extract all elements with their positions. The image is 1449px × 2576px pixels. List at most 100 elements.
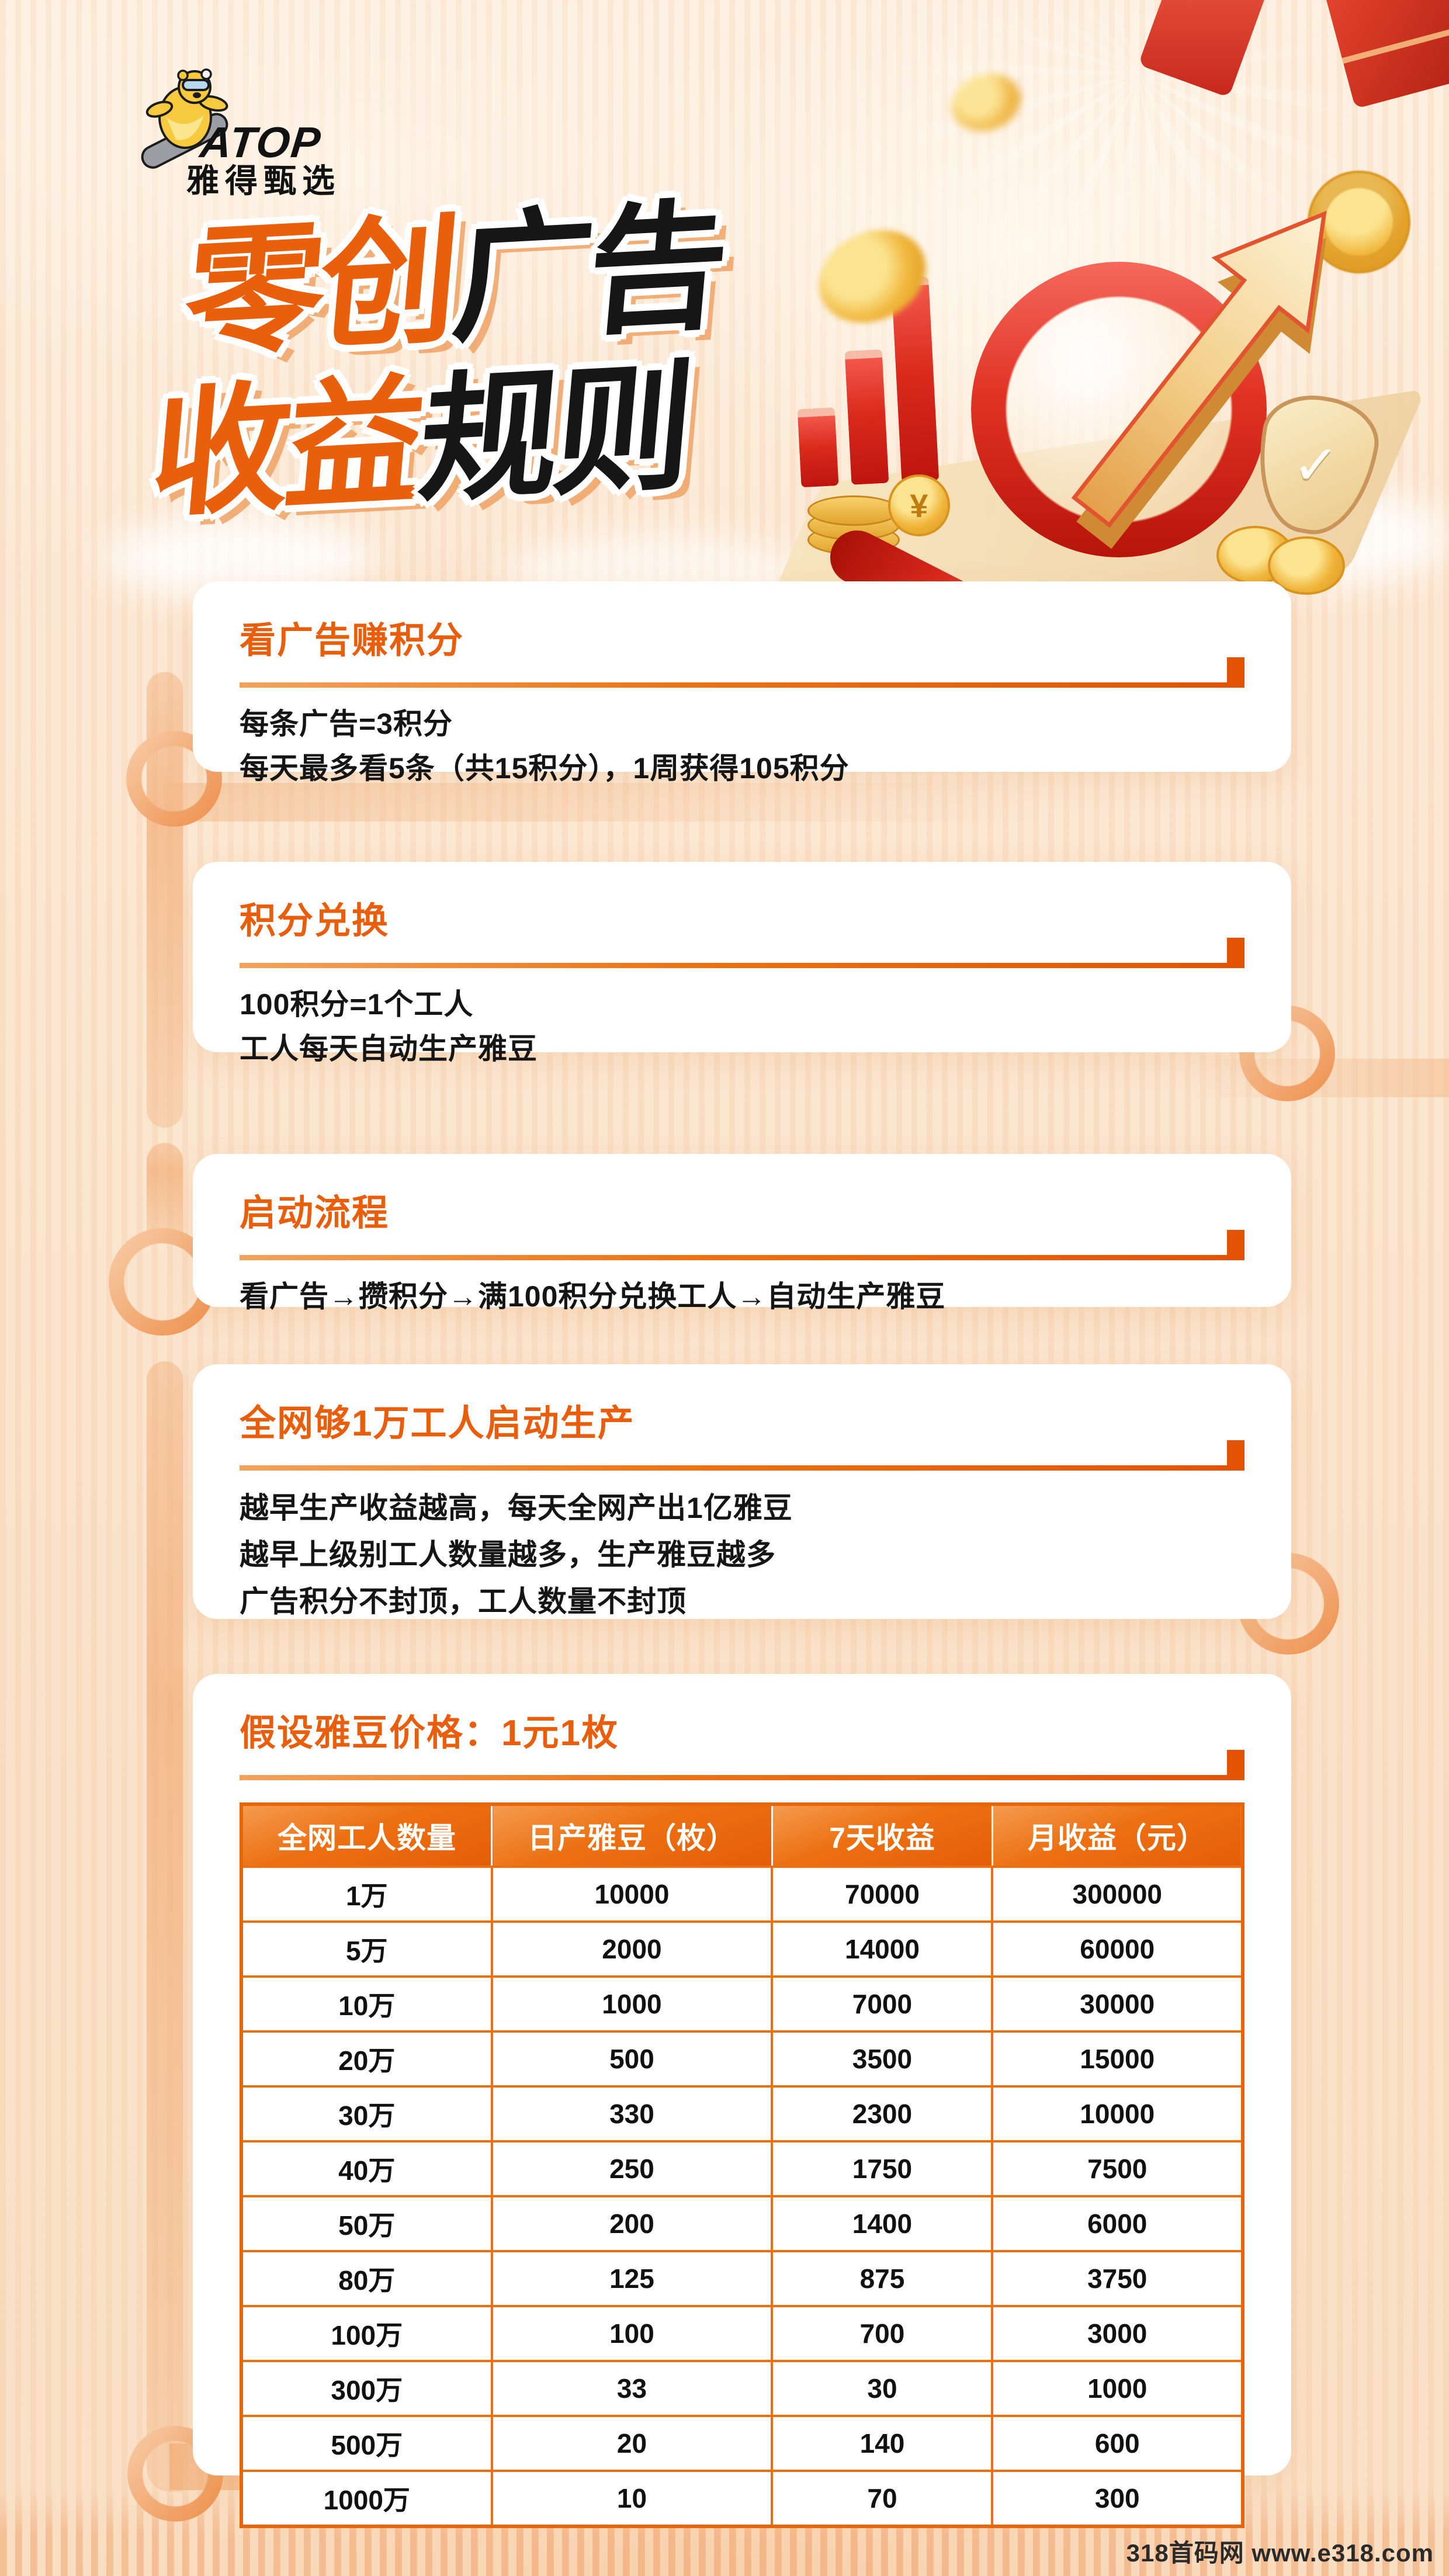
table-row: 500万 20 140 600 bbox=[240, 2415, 1244, 2472]
table-cell: 3500 bbox=[771, 2030, 994, 2088]
table-cell: 50万 bbox=[240, 2195, 493, 2252]
heading-divider bbox=[240, 1750, 1245, 1780]
table-cell: 14000 bbox=[771, 1920, 994, 1978]
table-cell: 600 bbox=[991, 2415, 1244, 2472]
table-cell: 250 bbox=[490, 2140, 774, 2197]
card-text-line: 看广告→攒积分→满100积分兑换工人→自动生产雅豆 bbox=[240, 1280, 946, 1313]
table-cell: 33 bbox=[490, 2360, 774, 2417]
table-cell: 100 bbox=[490, 2305, 774, 2362]
table-header-cell: 月收益（元） bbox=[991, 1804, 1243, 1867]
table-cell: 20 bbox=[490, 2415, 774, 2472]
table-cell: 2000 bbox=[490, 1920, 774, 1978]
logo: ATOP 雅得甄选 bbox=[131, 61, 377, 199]
left-stripe-decoration bbox=[147, 1361, 183, 2492]
table-cell: 7000 bbox=[771, 1975, 994, 2033]
table-header-row: 全网工人数量 日产雅豆（枚） 7天收益 月收益（元） bbox=[241, 1804, 1243, 1867]
rule-card-price-table: 假设雅豆价格：1元1枚 全网工人数量 日产雅豆（枚） 7天收益 月收益（元） 1… bbox=[193, 1674, 1291, 2528]
table-cell: 15000 bbox=[991, 2030, 1244, 2088]
table-row: 5万 2000 14000 60000 bbox=[240, 1920, 1244, 1978]
table-cell: 10000 bbox=[991, 2085, 1244, 2142]
card-text-line: 广告积分不封顶，工人数量不封顶 bbox=[240, 1585, 687, 1618]
heading-divider bbox=[240, 938, 1245, 968]
table-cell: 5万 bbox=[240, 1920, 493, 1978]
title-line-1: 零创广告 bbox=[179, 188, 730, 373]
rule-card-points-exchange: 积分兑换 100积分=1个工人 工人每天自动生产雅豆 bbox=[193, 862, 1291, 1065]
table-cell: 330 bbox=[490, 2085, 774, 2142]
heading-divider bbox=[240, 1440, 1245, 1471]
poster-title: 零创广告 收益规则 bbox=[145, 187, 730, 535]
table-row: 100万 100 700 3000 bbox=[240, 2305, 1244, 2362]
table-cell: 30万 bbox=[240, 2085, 493, 2142]
table-cell: 6000 bbox=[991, 2195, 1244, 2252]
table-cell: 1000 bbox=[991, 2360, 1244, 2417]
table-cell: 500 bbox=[490, 2030, 774, 2088]
table-cell: 300000 bbox=[991, 1866, 1244, 1923]
brand-subtitle: 雅得甄选 bbox=[186, 162, 341, 199]
table-row: 10万 1000 7000 30000 bbox=[240, 1975, 1244, 2033]
table-cell: 60000 bbox=[991, 1920, 1244, 1978]
card-text-line: 100积分=1个工人 bbox=[240, 988, 474, 1021]
card-text-line: 每条广告=3积分 bbox=[240, 708, 453, 740]
bear-mascot-icon bbox=[141, 68, 228, 169]
table-cell: 1750 bbox=[771, 2140, 994, 2197]
table-row: 50万 200 1400 6000 bbox=[240, 2195, 1244, 2252]
card-text-line: 每天最多看5条（共15积分），1周获得105积分 bbox=[240, 752, 850, 785]
card-heading: 假设雅豆价格：1元1枚 bbox=[240, 1713, 619, 1753]
table-cell: 875 bbox=[771, 2250, 994, 2307]
table-cell: 70000 bbox=[771, 1866, 994, 1923]
rule-card-watch-ads: 看广告赚积分 每条广告=3积分 每天最多看5条（共15积分），1周获得105积分 bbox=[193, 581, 1291, 785]
card-text-line: 越早上级别工人数量越多，生产雅豆越多 bbox=[240, 1538, 776, 1571]
table-cell: 10000 bbox=[490, 1866, 774, 1923]
table-cell: 1000 bbox=[490, 1975, 774, 2033]
table-header-cell: 7天收益 bbox=[771, 1804, 993, 1867]
table-cell: 2300 bbox=[771, 2085, 994, 2142]
watermark: 318首码网 www.e318.com bbox=[1126, 2539, 1434, 2567]
table-cell: 3000 bbox=[991, 2305, 1244, 2362]
table-cell: 10万 bbox=[240, 1975, 493, 2033]
table-row: 300万 33 30 1000 bbox=[240, 2360, 1244, 2417]
table-cell: 300万 bbox=[240, 2360, 493, 2417]
rule-card-production-start: 全网够1万工人启动生产 越早生产收益越高，每天全网产出1亿雅豆 越早上级别工人数… bbox=[193, 1364, 1291, 1619]
table-cell: 20万 bbox=[240, 2030, 493, 2088]
card-text-line: 工人每天自动生产雅豆 bbox=[240, 1032, 538, 1065]
table-row: 20万 500 3500 15000 bbox=[240, 2030, 1244, 2088]
table-cell: 30000 bbox=[991, 1975, 1244, 2033]
table-row: 30万 330 2300 10000 bbox=[240, 2085, 1244, 2142]
light-rays-decoration bbox=[631, 0, 1449, 625]
table-cell: 200 bbox=[490, 2195, 774, 2252]
card-text-line: 越早生产收益越高，每天全网产出1亿雅豆 bbox=[240, 1492, 793, 1524]
card-heading: 启动流程 bbox=[240, 1193, 390, 1233]
table-row: 1万 10000 70000 300000 bbox=[240, 1866, 1244, 1923]
table-cell: 30 bbox=[771, 2360, 994, 2417]
left-stripe-decoration bbox=[147, 1143, 183, 1236]
card-heading: 积分兑换 bbox=[240, 901, 390, 941]
table-cell: 125 bbox=[490, 2250, 774, 2307]
table-cell: 70 bbox=[771, 2470, 994, 2528]
table-cell: 40万 bbox=[240, 2140, 493, 2197]
table-cell: 80万 bbox=[240, 2250, 493, 2307]
card-heading: 看广告赚积分 bbox=[240, 620, 464, 661]
rule-card-startup-flow: 启动流程 看广告→攒积分→满100积分兑换工人→自动生产雅豆 bbox=[193, 1154, 1291, 1313]
table-cell: 1400 bbox=[771, 2195, 994, 2252]
table-row: 40万 250 1750 7500 bbox=[240, 2140, 1244, 2197]
heading-divider bbox=[240, 1230, 1245, 1260]
table-cell: 300 bbox=[991, 2470, 1244, 2528]
table-cell: 700 bbox=[771, 2305, 994, 2362]
heading-divider bbox=[240, 657, 1245, 688]
table-cell: 1000万 bbox=[240, 2470, 493, 2528]
table-row: 80万 125 875 3750 bbox=[240, 2250, 1244, 2307]
card-heading: 全网够1万工人启动生产 bbox=[240, 1403, 635, 1444]
table-cell: 10 bbox=[490, 2470, 774, 2528]
earnings-table: 全网工人数量 日产雅豆（枚） 7天收益 月收益（元） 1万 10000 70000 3… bbox=[240, 1802, 1245, 2528]
title-line-2: 收益规则 bbox=[145, 349, 696, 534]
horizontal-band-decoration bbox=[164, 783, 1052, 821]
table-header-cell: 全网工人数量 bbox=[241, 1804, 492, 1867]
table-cell: 100万 bbox=[240, 2305, 493, 2362]
table-row: 1000万 10 70 300 bbox=[240, 2470, 1244, 2528]
table-cell: 1万 bbox=[240, 1866, 493, 1923]
table-cell: 7500 bbox=[991, 2140, 1244, 2197]
table-header-cell: 日产雅豆（枚） bbox=[491, 1804, 772, 1867]
table-cell: 500万 bbox=[240, 2415, 493, 2472]
table-cell: 3750 bbox=[991, 2250, 1244, 2307]
